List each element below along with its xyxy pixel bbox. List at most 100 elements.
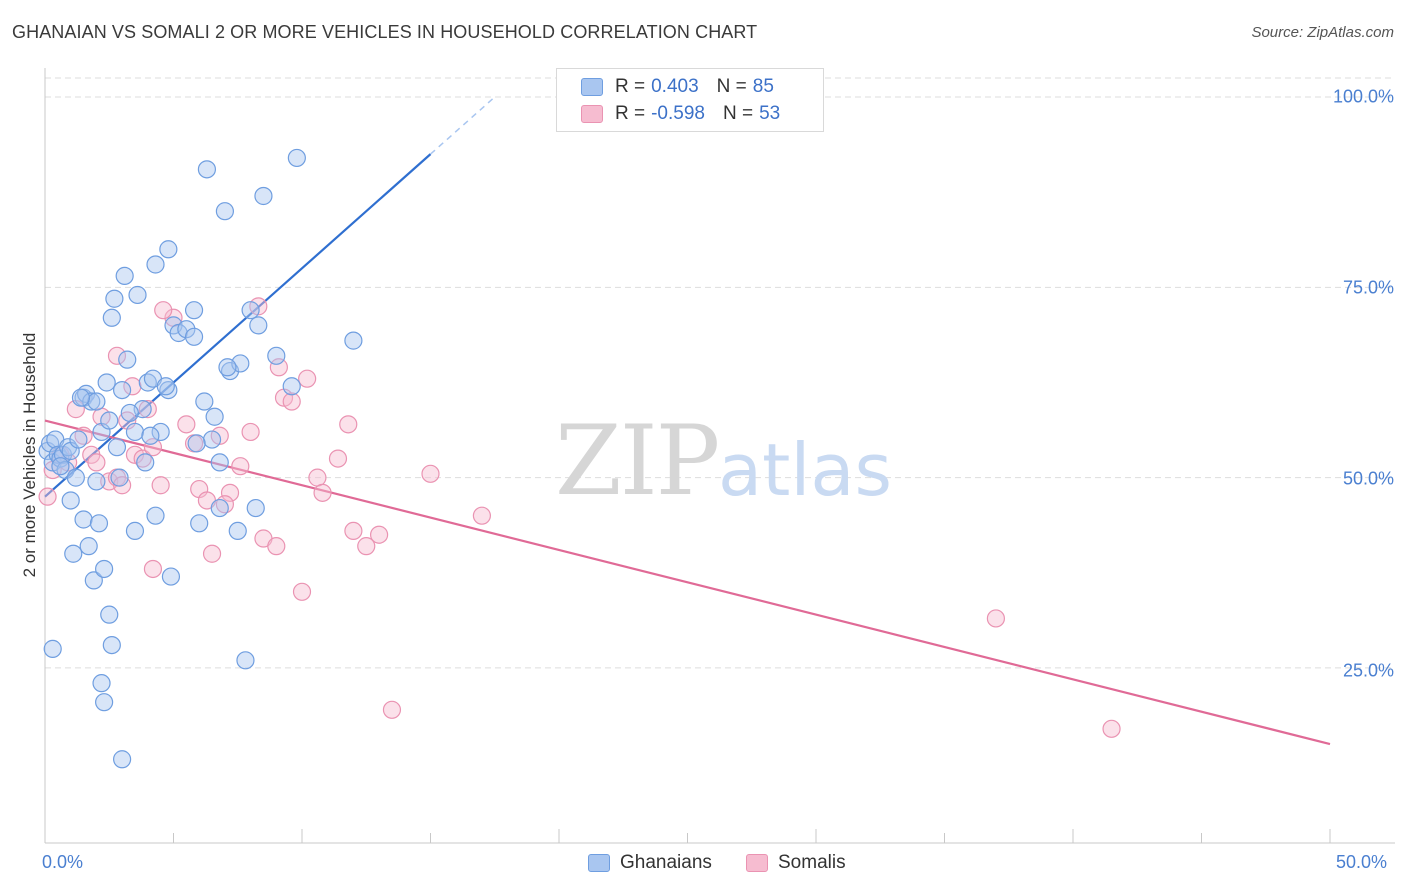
ghanaian-point	[105, 289, 124, 308]
x-tick-label-max: 50.0%	[1336, 852, 1388, 872]
somali-point	[298, 369, 317, 388]
legend-item-ghanaians: Ghanaians	[588, 852, 712, 874]
ghanaian-points-layer	[38, 148, 363, 769]
legend-item-somalis: Somalis	[746, 852, 846, 874]
n-label: N =	[722, 103, 754, 124]
ghanaian-point	[102, 308, 121, 327]
somali-trend-layer	[44, 419, 1331, 746]
stats-row-ghanaians: R = 0.403 N = 85	[581, 75, 774, 99]
chart-title: GHANAIAN VS SOMALI 2 OR MORE VEHICLES IN…	[12, 22, 758, 42]
y-tick-label-50: 50.0%	[1342, 468, 1394, 489]
ghanaian-point	[184, 301, 204, 320]
axes	[44, 68, 1395, 844]
ghanaian-point	[82, 392, 101, 411]
somali-point	[472, 506, 491, 525]
ghanaian-point	[102, 635, 121, 655]
ghanaian-point	[287, 148, 306, 168]
ghanaian-point	[66, 468, 85, 487]
ghanaian-point	[282, 377, 301, 396]
somali-point	[143, 438, 163, 457]
ghanaian-point	[344, 331, 363, 350]
ghanaian-point	[79, 537, 98, 556]
ghanaian-point	[159, 240, 178, 259]
ghanaian-point	[100, 411, 119, 430]
r-value: 0.403	[651, 76, 699, 97]
n-value: 85	[752, 76, 774, 97]
ghanaian-point	[84, 571, 103, 590]
ghanaian-swatch	[581, 78, 603, 96]
ghanaian-point	[246, 498, 265, 518]
n-label: N =	[716, 76, 747, 97]
somali-point	[328, 449, 348, 468]
ghanaian-point	[100, 605, 119, 624]
somali-point	[357, 537, 376, 556]
ghanaian-point	[187, 434, 206, 453]
ghanaian-point	[195, 392, 214, 411]
somali-point	[151, 476, 170, 495]
somali-point	[339, 415, 358, 434]
somali-point	[1102, 719, 1121, 738]
ghanaian-point	[95, 559, 114, 579]
ghanaian-point	[267, 346, 286, 365]
ghanaian-point	[89, 514, 109, 533]
ghanaian-point	[197, 160, 217, 179]
ghanaian-point	[156, 377, 175, 396]
ghanaian-point	[249, 316, 268, 335]
y-axis-label: 2 or more Vehicles in Household	[20, 332, 39, 578]
ghanaian-point	[64, 544, 83, 563]
ghanaian-point	[87, 392, 106, 411]
somali-point	[308, 468, 327, 487]
somali-point	[38, 487, 57, 506]
somali-point	[267, 537, 286, 556]
ghanaian-legend-swatch	[588, 854, 610, 872]
r-label: R =	[615, 76, 646, 97]
ghanaian-point	[107, 438, 127, 457]
n-value: 53	[759, 103, 781, 124]
ghanaian-point	[92, 674, 111, 693]
ghanaian-point	[205, 407, 224, 426]
legend-label: Ghanaians	[620, 852, 712, 873]
watermark-atlas: atlas	[718, 428, 892, 512]
somali-point	[421, 464, 440, 483]
ghanaian-point	[87, 472, 106, 491]
somali-point	[202, 544, 222, 563]
y-tick-label-25: 25.0%	[1342, 660, 1394, 681]
somali-point	[241, 422, 260, 442]
somali-point	[986, 609, 1006, 628]
ghanaian-point	[136, 453, 155, 472]
ghanaian-point	[118, 350, 137, 369]
ghanaian-point	[228, 521, 247, 541]
ghanaian-point	[190, 514, 209, 533]
ghanaian-point	[95, 693, 114, 712]
somali-point	[344, 521, 363, 541]
ghanaian-point	[210, 498, 229, 518]
somali-point	[313, 483, 332, 502]
ghanaian-point	[254, 186, 273, 206]
ghanaian-point	[177, 320, 196, 339]
ghanaian-point	[61, 491, 80, 510]
ghanaian-point	[112, 750, 132, 769]
ghanaian-point	[115, 266, 134, 286]
somali-swatch	[581, 105, 603, 123]
r-value: -0.598	[651, 103, 705, 124]
ghanaian-point	[69, 430, 88, 449]
ghanaian-trend-line	[44, 153, 432, 498]
somali-trend-line	[44, 419, 1331, 746]
gridlines	[45, 77, 1395, 669]
legend-label: Somalis	[778, 852, 846, 873]
somali-point	[123, 377, 142, 396]
stats-box: R = 0.403 N = 85 R = -0.598 N = 53	[556, 68, 824, 132]
ghanaian-point	[74, 510, 93, 529]
r-label: R =	[615, 103, 646, 124]
ghanaian-point	[128, 285, 147, 305]
ghanaian-trend-extension	[430, 96, 496, 155]
ghanaian-trend-layer	[44, 96, 496, 498]
ghanaian-point	[215, 202, 234, 221]
somali-point	[382, 700, 402, 719]
somali-point	[143, 559, 163, 579]
ghanaian-point	[97, 373, 116, 392]
ghanaian-point	[161, 567, 181, 586]
somali-point	[177, 415, 196, 434]
ghanaian-point	[43, 639, 62, 658]
